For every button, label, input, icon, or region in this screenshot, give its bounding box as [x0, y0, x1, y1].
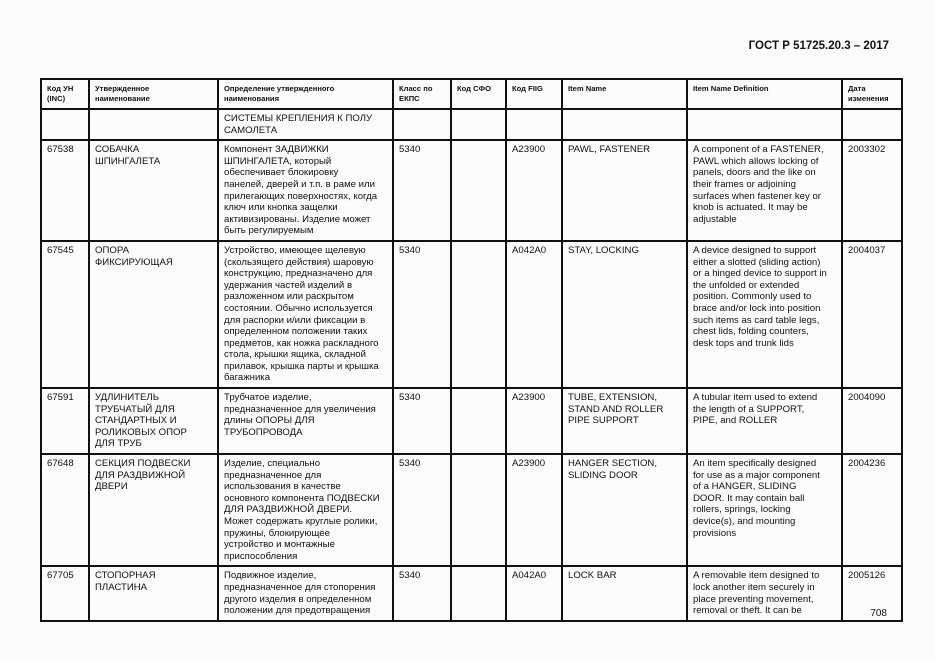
- cell-name: ОПОРА ФИКСИРУЮЩАЯ: [88, 239, 219, 390]
- cell-name: СЕКЦИЯ ПОДВЕСКИ ДЛЯ РАЗДВИЖНОЙ ДВЕРИ: [88, 453, 219, 568]
- col-header-item-name: Item Name: [561, 78, 688, 110]
- cell-date: 2004037: [841, 239, 903, 390]
- cell-item-name: PAWL, FASTENER: [561, 139, 688, 242]
- cell-sfo: [450, 239, 507, 390]
- table-row: 67648 СЕКЦИЯ ПОДВЕСКИ ДЛЯ РАЗДВИЖНОЙ ДВЕР…: [40, 453, 903, 568]
- document-title: ГОСТ Р 51725.20.3 – 2017: [748, 40, 889, 52]
- cell-date: 2004090: [841, 387, 903, 456]
- cell-fiig: A042A0: [505, 239, 563, 390]
- cell-item-definition: A removable item designed to lock anothe…: [686, 565, 843, 622]
- cell-item-definition: An item specifically designed for use as…: [686, 453, 843, 568]
- cell-ekps: 5340: [392, 565, 452, 622]
- cell-ekps: 5340: [392, 387, 452, 456]
- cell-item-name: TUBE, EXTENSION, STAND AND ROLLER PIPE S…: [561, 387, 688, 456]
- cell-name: СТОПОРНАЯ ПЛАСТИНА: [88, 565, 219, 622]
- cell-definition: Компонент ЗАДВИЖКИ ШПИНГАЛЕТА, который о…: [217, 139, 394, 242]
- continuation-row: СИСТЕМЫ КРЕПЛЕНИЯ К ПОЛУ САМОЛЕТА: [40, 107, 903, 142]
- cell-item-name: LOCK BAR: [561, 565, 688, 622]
- cell-item-definition: A device designed to support either a sl…: [686, 239, 843, 390]
- continuation-definition: СИСТЕМЫ КРЕПЛЕНИЯ К ПОЛУ САМОЛЕТА: [217, 107, 394, 142]
- cell-date: 2004236: [841, 453, 903, 568]
- table-header-row: Код УН (INC) Утвержденное наименование О…: [40, 78, 903, 110]
- cell-inc: 67591: [40, 387, 90, 456]
- cell-inc: 67648: [40, 453, 90, 568]
- cell-item-definition: A tubular item used to extend the length…: [686, 387, 843, 456]
- cell-sfo: [450, 453, 507, 568]
- cell-definition: Подвижное изделие, предназначенное для с…: [217, 565, 394, 622]
- cell-ekps: 5340: [392, 453, 452, 568]
- cell-name: УДЛИНИТЕЛЬ ТРУБЧАТЫЙ ДЛЯ СТАНДАРТНЫХ И Р…: [88, 387, 219, 456]
- table-row: 67545 ОПОРА ФИКСИРУЮЩАЯ Устройство, имеюще…: [40, 239, 903, 390]
- cell-item-name: HANGER SECTION, SLIDING DOOR: [561, 453, 688, 568]
- col-header-definition: Определение утвержденного наименования: [217, 78, 394, 110]
- cell-item-name: STAY, LOCKING: [561, 239, 688, 390]
- cell-ekps: 5340: [392, 239, 452, 390]
- cell-definition: Изделие, специально предназначенное для …: [217, 453, 394, 568]
- col-header-inc: Код УН (INC): [40, 78, 90, 110]
- col-header-date: Дата изменения: [841, 78, 903, 110]
- cell-inc: 67705: [40, 565, 90, 622]
- cell-sfo: [450, 139, 507, 242]
- cell-sfo: [450, 387, 507, 456]
- cell-fiig: A23900: [505, 139, 563, 242]
- col-header-ekps: Класс по ЕКПС: [392, 78, 452, 110]
- col-header-item-definition: Item Name Definition: [686, 78, 843, 110]
- cell-inc: 67545: [40, 239, 90, 390]
- cell-ekps: 5340: [392, 139, 452, 242]
- cell-sfo: [450, 565, 507, 622]
- cell-inc: 67538: [40, 139, 90, 242]
- page-number: 708: [870, 608, 887, 619]
- cell-definition: Устройство, имеющее щелевую (скользящего…: [217, 239, 394, 390]
- table-row: 67705 СТОПОРНАЯ ПЛАСТИНА Подвижное изделие…: [40, 565, 903, 622]
- table-row: 67538 СОБАЧКА ШПИНГАЛЕТА Компонент ЗАДВИЖК…: [40, 139, 903, 242]
- cell-definition: Трубчатое изделие, предназначенное для у…: [217, 387, 394, 456]
- col-header-fiig: Код FIIG: [505, 78, 563, 110]
- cell-item-definition: A component of a FASTENER, PAWL which al…: [686, 139, 843, 242]
- table-row: 67591 УДЛИНИТЕЛЬ ТРУБЧАТЫЙ ДЛЯ СТАНДАРТНЫ…: [40, 387, 903, 456]
- col-header-sfo: Код СФО: [450, 78, 507, 110]
- cell-fiig: A23900: [505, 453, 563, 568]
- cell-date: 2005126: [841, 565, 903, 622]
- cell-fiig: A042A0: [505, 565, 563, 622]
- col-header-name: Утвержденное наименование: [88, 78, 219, 110]
- cell-fiig: A23900: [505, 387, 563, 456]
- cell-date: 2003302: [841, 139, 903, 242]
- catalog-table: Код УН (INC) Утвержденное наименование О…: [40, 78, 903, 622]
- cell-name: СОБАЧКА ШПИНГАЛЕТА: [88, 139, 219, 242]
